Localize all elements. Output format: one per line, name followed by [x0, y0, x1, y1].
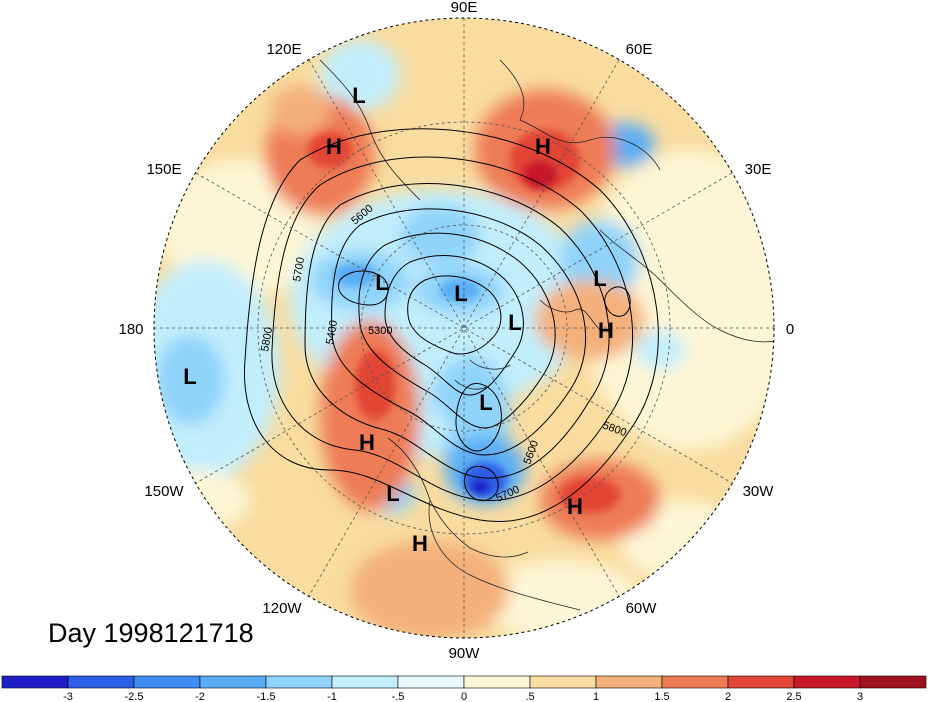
lon-label-120e: 120E — [266, 41, 301, 58]
low-center-marker: L — [386, 481, 399, 506]
contour-label: 5800 — [259, 326, 275, 352]
lon-label-60w: 60W — [626, 600, 658, 617]
low-center-marker: L — [454, 281, 467, 306]
colorbar-tick-label: 0 — [461, 691, 467, 702]
colorbar-swatch — [793, 675, 861, 689]
colorbar-swatch — [463, 675, 531, 689]
lon-label-120w: 120W — [262, 600, 302, 617]
low-center-marker: L — [183, 364, 196, 389]
lon-label-150e: 150E — [146, 161, 181, 178]
lon-label-90e: 90E — [451, 0, 478, 16]
height-contours — [243, 128, 659, 522]
colorbar-swatch — [133, 675, 201, 689]
high-center-marker: H — [326, 134, 342, 159]
contour-label: 5700 — [291, 256, 307, 282]
high-center-marker: H — [412, 531, 428, 556]
high-center-marker: H — [535, 134, 551, 159]
contour-label: 5300 — [368, 325, 392, 337]
colorbar-swatch — [397, 675, 465, 689]
colorbar-swatch — [331, 675, 399, 689]
lon-label-60e: 60E — [626, 41, 653, 58]
low-center-marker: L — [352, 83, 365, 108]
contour-label: 5400 — [324, 319, 340, 345]
colorbar-tick-label: -2 — [195, 691, 205, 702]
colorbar-swatch — [1, 675, 69, 689]
lon-label-90w: 90W — [449, 645, 481, 662]
high-center-marker: H — [598, 318, 614, 343]
colorbar-tick-label: -3 — [63, 691, 73, 702]
lon-label-0: 0 — [786, 321, 794, 338]
colorbar-tick-label: 2 — [725, 691, 731, 702]
anomaly-shading — [154, 18, 774, 638]
lon-label-180: 180 — [118, 321, 143, 338]
low-center-marker: L — [593, 266, 606, 291]
colorbar-tick-label: 1.5 — [654, 691, 669, 702]
graticule — [154, 18, 774, 638]
lon-label-150w: 150W — [144, 483, 184, 500]
low-center-marker: L — [479, 390, 492, 415]
colorbar-tick-label: -.5 — [392, 691, 405, 702]
lon-label-30w: 30W — [743, 483, 775, 500]
coastlines — [319, 59, 774, 611]
lon-label-30e: 30E — [745, 161, 772, 178]
colorbar-swatch — [67, 675, 135, 689]
map-boundary — [153, 17, 775, 639]
colorbar-tick-label: 3 — [857, 691, 863, 702]
colorbar-swatch — [265, 675, 333, 689]
longitude-labels: 90E 60E 30E 0 30W 60W 90W 120W 150W 180 … — [118, 0, 794, 662]
pressure-centers: L H H L L L H L L L H L H H — [183, 83, 614, 556]
high-center-marker: H — [567, 494, 583, 519]
colorbar-swatch — [661, 675, 729, 689]
colorbar-tick-label: -1.5 — [257, 691, 276, 702]
colorbar-tick-label: 1 — [593, 691, 599, 702]
low-center-marker: L — [375, 270, 388, 295]
colorbar-swatch — [859, 675, 927, 689]
colorbar-swatch — [727, 675, 795, 689]
colorbar-tick-label: -1 — [327, 691, 337, 702]
colorbar-tick-label: -2.5 — [125, 691, 144, 702]
colorbar-tick-label: .5 — [525, 691, 534, 702]
colorbar-swatch — [199, 675, 267, 689]
high-center-marker: H — [359, 430, 375, 455]
colorbar: -3 -2.5 -2 -1.5 -1 -.5 0 .5 1 1.5 2 2.5 3 — [1, 675, 927, 702]
colorbar-swatch — [595, 675, 663, 689]
map-title: Day 1998121718 — [48, 618, 254, 648]
colorbar-swatch — [529, 675, 597, 689]
low-center-marker: L — [508, 310, 521, 335]
colorbar-tick-label: 2.5 — [786, 691, 801, 702]
